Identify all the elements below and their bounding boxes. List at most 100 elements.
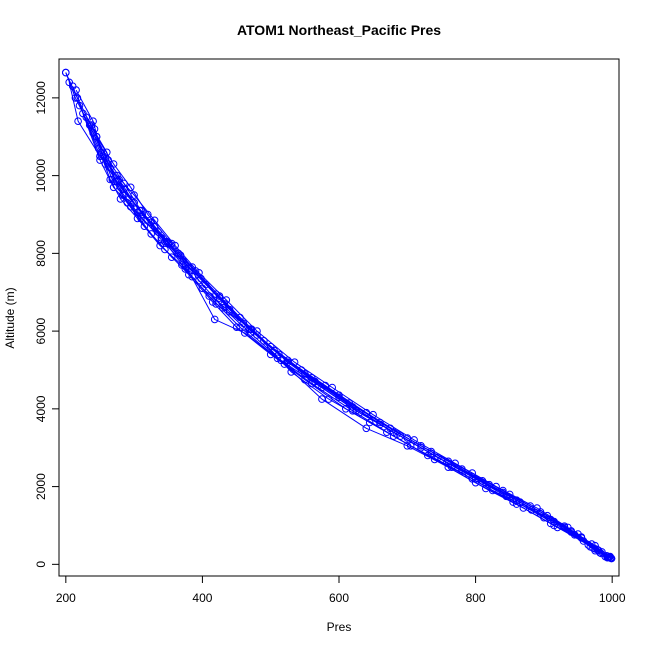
series-11 <box>82 113 616 563</box>
data-point <box>488 486 497 495</box>
series-line <box>85 117 612 559</box>
series-2 <box>62 68 613 562</box>
data-point <box>137 214 145 223</box>
x-tick-label: 200 <box>56 591 76 605</box>
data-point <box>236 313 244 322</box>
data-point <box>607 553 615 562</box>
data-point <box>603 553 612 561</box>
data-point <box>342 405 350 413</box>
data-point <box>140 222 149 230</box>
data-point <box>362 424 371 433</box>
data-point <box>597 549 606 558</box>
data-point <box>287 368 296 376</box>
series-line <box>96 136 612 559</box>
y-tick-label: 0 <box>34 561 48 568</box>
series-line <box>89 124 612 559</box>
data-point <box>68 82 77 90</box>
data-point <box>260 337 268 345</box>
data-point <box>318 383 326 392</box>
data-point <box>586 543 595 551</box>
y-tick-label: 8000 <box>34 240 48 267</box>
data-point <box>355 408 364 417</box>
chart-title: ATOM1 Northeast_Pacific Pres <box>237 22 441 38</box>
data-point <box>579 537 588 545</box>
data-point <box>147 230 155 238</box>
y-tick-label: 4000 <box>34 395 48 422</box>
data-point <box>253 331 261 339</box>
x-tick-label: 600 <box>329 591 349 605</box>
series-line <box>75 89 608 557</box>
plot-area <box>62 68 616 563</box>
data-point <box>188 263 196 271</box>
data-point <box>311 377 319 386</box>
series-line <box>91 124 608 558</box>
data-point <box>596 548 604 557</box>
data-point <box>247 325 256 334</box>
series-line <box>65 72 606 558</box>
y-tick-label: 12000 <box>34 81 48 115</box>
data-point <box>348 403 357 411</box>
data-point <box>167 253 176 262</box>
data-point <box>133 208 142 217</box>
data-point <box>74 117 82 125</box>
series-3 <box>65 78 612 562</box>
data-point <box>447 463 456 472</box>
data-point <box>325 395 333 403</box>
series-line <box>68 82 608 559</box>
data-point <box>396 432 405 440</box>
data-point <box>118 191 127 199</box>
data-point <box>92 132 101 141</box>
series-6 <box>79 109 614 561</box>
data-point <box>88 121 96 129</box>
series-12 <box>88 121 612 561</box>
x-tick-label: 800 <box>466 591 486 605</box>
y-axis: 0 2000 4000 6000 8000 10000 12000 <box>34 81 60 568</box>
series-line <box>79 105 612 559</box>
series-10 <box>92 132 615 562</box>
series-line <box>82 113 610 558</box>
data-point <box>365 418 374 427</box>
data-point <box>527 506 536 514</box>
data-point <box>96 152 104 160</box>
data-point <box>560 523 569 532</box>
data-point <box>163 237 171 246</box>
data-point <box>157 234 166 242</box>
x-tick-label: 1000 <box>599 591 626 605</box>
data-point <box>280 360 289 368</box>
series-line <box>65 72 610 558</box>
data-point <box>156 241 164 250</box>
data-point <box>181 261 190 269</box>
x-axis: 200 400 600 800 1000 <box>56 575 626 605</box>
series-7 <box>85 121 616 563</box>
data-point <box>437 455 446 464</box>
series-9 <box>68 82 612 562</box>
data-point <box>161 245 169 254</box>
series-line <box>72 86 609 558</box>
data-point <box>210 315 219 324</box>
data-point <box>106 175 114 184</box>
x-axis-label: Pres <box>327 620 352 634</box>
y-axis-label: Altitude (m) <box>3 287 17 348</box>
series-line <box>94 128 611 558</box>
y-tick-label: 2000 <box>34 473 48 500</box>
x-tick-label: 400 <box>192 591 212 605</box>
data-point <box>591 545 599 553</box>
data-point <box>406 442 415 450</box>
data-point <box>219 304 227 312</box>
data-point <box>389 428 398 437</box>
series-1 <box>62 68 610 561</box>
plot-frame <box>58 58 620 577</box>
data-point <box>82 113 91 122</box>
y-tick-label: 6000 <box>34 317 48 344</box>
series-4 <box>72 86 611 560</box>
data-point <box>197 274 205 283</box>
data-point <box>536 510 545 518</box>
data-point <box>567 528 576 536</box>
data-point <box>301 370 309 378</box>
series-5 <box>75 101 615 562</box>
data-point <box>104 160 112 168</box>
data-point <box>376 420 384 429</box>
data-point <box>241 329 249 337</box>
data-point <box>232 323 241 332</box>
y-tick-label: 10000 <box>34 159 48 193</box>
